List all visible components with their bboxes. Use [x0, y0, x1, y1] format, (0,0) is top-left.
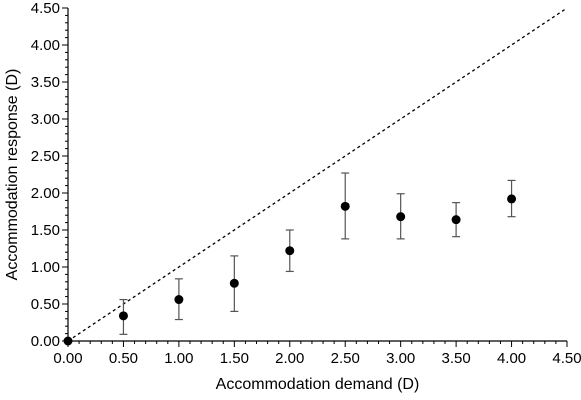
axes-layer [67, 8, 567, 342]
data-point [174, 295, 184, 305]
unity-reference-line [67, 7, 568, 342]
y-tick-label: 1.00 [31, 259, 60, 276]
x-tick-label: 2.00 [275, 350, 304, 367]
x-tick-label: 2.50 [331, 350, 360, 367]
y-tick-label: 0.50 [31, 296, 60, 313]
data-point [340, 201, 350, 211]
x-tick-label: 1.50 [220, 350, 249, 367]
data-point [285, 246, 295, 256]
y-axis-title: Accommodation response (D) [4, 69, 21, 281]
x-tick-label: 0.50 [109, 350, 138, 367]
data-point [451, 215, 461, 225]
error-bars-layer [119, 172, 516, 335]
data-point [229, 278, 239, 288]
x-tick-label: 4.50 [552, 350, 581, 367]
x-tick-label: 3.50 [442, 350, 471, 367]
y-tick-label: 0.00 [31, 333, 60, 350]
y-tick-label: 3.00 [31, 111, 60, 128]
y-tick-label: 4.00 [31, 37, 60, 54]
data-point [396, 212, 406, 222]
x-tick-label: 4.00 [497, 350, 526, 367]
data-point [118, 311, 128, 321]
x-tick-label: 0.00 [53, 350, 82, 367]
reference-line-layer [67, 7, 568, 342]
y-tick-label: 2.00 [31, 185, 60, 202]
y-tick-label: 1.50 [31, 222, 60, 239]
data-point [507, 194, 517, 204]
y-ticks-layer: 0.00 0.50 1.00 1.50 2.00 2.50 3.00 3.50 4.00 4.50 [31, 0, 68, 350]
x-axis-title: Accommodation demand (D) [216, 376, 420, 393]
y-tick-label: 4.50 [31, 0, 60, 17]
x-ticks-layer: 0.00 0.50 1.00 1.50 2.00 2.50 3.00 3.50 4.00 4.50 [53, 341, 581, 367]
data-points-layer [63, 194, 517, 346]
x-tick-label: 1.00 [164, 350, 193, 367]
x-tick-label: 3.00 [386, 350, 415, 367]
y-tick-label: 2.50 [31, 148, 60, 165]
y-tick-label: 3.50 [31, 74, 60, 91]
